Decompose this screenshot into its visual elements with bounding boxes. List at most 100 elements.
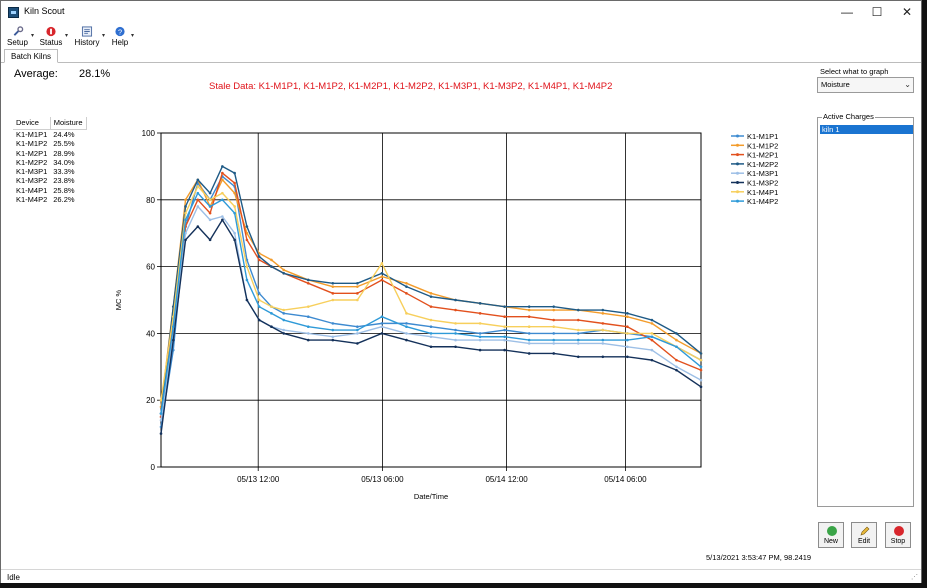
setup-button[interactable]: Setup xyxy=(5,25,30,47)
legend-label: K1-M1P2 xyxy=(747,141,778,150)
series-line-k1-m2p2 xyxy=(160,165,702,414)
data-point xyxy=(527,338,531,342)
data-point xyxy=(356,298,359,302)
data-point xyxy=(380,261,384,265)
data-point xyxy=(221,165,224,168)
data-point xyxy=(171,325,175,329)
batch-kilns-panel: Average: 28.1% Stale Data: K1-M1P1, K1-M… xyxy=(1,63,921,569)
table-row[interactable]: K1-M1P1 24.4% xyxy=(13,130,86,140)
moisture-cell: 25.8% xyxy=(53,185,75,195)
data-point xyxy=(221,178,224,182)
tab-batch-kilns[interactable]: Batch Kilns xyxy=(4,49,59,63)
data-point xyxy=(650,332,654,335)
device-cell: K1-M1P2 xyxy=(16,139,48,149)
status-button[interactable]: Status xyxy=(38,25,64,47)
device-column-header[interactable]: Device xyxy=(13,117,51,130)
data-point xyxy=(454,338,457,342)
data-point xyxy=(306,325,310,329)
data-point xyxy=(601,322,605,325)
data-point xyxy=(331,322,335,325)
table-row[interactable]: K1-M2P1 28.9% xyxy=(13,149,86,158)
data-point xyxy=(552,305,556,308)
data-point xyxy=(675,365,678,369)
data-point xyxy=(552,352,556,355)
resize-grip-icon[interactable]: ⋰ xyxy=(911,574,918,581)
new-button-label: New xyxy=(823,538,838,545)
data-point xyxy=(184,205,187,208)
history-dropdown-arrow[interactable]: ▾ xyxy=(102,33,106,39)
setup-dropdown-arrow[interactable]: ▾ xyxy=(31,33,35,39)
series-line-k1-m1p1 xyxy=(160,175,702,428)
data-point xyxy=(196,178,200,182)
help-dropdown-arrow[interactable]: ▾ xyxy=(131,33,135,39)
x-tick-label: 05/14 12:00 xyxy=(485,475,528,484)
graph-select-label: Select what to graph xyxy=(820,67,889,76)
status-dropdown-arrow[interactable]: ▾ xyxy=(65,33,69,39)
data-point xyxy=(454,308,457,312)
data-point xyxy=(650,338,654,342)
data-point xyxy=(527,305,531,308)
edit-button[interactable]: Edit xyxy=(851,522,877,548)
data-point xyxy=(650,335,654,339)
data-point xyxy=(478,312,482,315)
history-button[interactable]: History xyxy=(72,25,102,47)
svg-text:?: ? xyxy=(118,27,122,36)
data-point xyxy=(306,338,310,342)
active-charges-list[interactable]: kiln 1 xyxy=(817,117,914,507)
data-point xyxy=(233,231,236,235)
table-row[interactable]: K1-M4P1 25.8% xyxy=(13,186,86,195)
table-row[interactable]: K1-M2P2 34.0% xyxy=(13,158,86,167)
data-point xyxy=(159,432,163,435)
table-row[interactable]: K1-M3P2 23.8% xyxy=(13,176,86,185)
plus-icon xyxy=(827,526,837,536)
data-point xyxy=(208,238,212,242)
data-point xyxy=(282,271,286,275)
legend-marker xyxy=(736,199,739,203)
data-point xyxy=(282,308,286,312)
stop-button-label: Stop xyxy=(890,538,906,545)
data-point xyxy=(478,348,482,352)
moisture-column-header[interactable]: Moisture xyxy=(50,117,87,130)
help-button[interactable]: ? Help xyxy=(109,25,131,47)
graph-type-select[interactable]: Moisture ⌄ xyxy=(817,77,914,93)
data-point xyxy=(245,225,249,228)
close-button[interactable]: ✕ xyxy=(901,5,913,19)
data-point xyxy=(245,265,249,268)
stop-button[interactable]: Stop xyxy=(885,522,911,548)
data-point xyxy=(221,191,224,195)
moisture-cell: 24.4% xyxy=(53,130,75,139)
table-row[interactable]: K1-M4P2 26.2% xyxy=(13,195,86,204)
active-charges-label: Active Charges xyxy=(822,112,875,121)
data-point xyxy=(454,322,457,325)
data-point xyxy=(331,282,335,285)
legend-marker xyxy=(736,134,739,138)
data-point xyxy=(650,348,654,352)
minimize-button[interactable]: — xyxy=(841,5,853,19)
stop-icon xyxy=(894,526,904,536)
toolbar: Setup ▾ Status ▾ History ▾ ? Help ▾ xyxy=(1,23,921,49)
pencil-icon xyxy=(860,526,870,536)
data-point xyxy=(601,355,605,359)
table-row[interactable]: K1-M3P1 33.3% xyxy=(13,167,86,176)
data-point xyxy=(306,305,310,308)
data-point xyxy=(270,265,273,268)
legend-marker xyxy=(736,171,739,175)
data-point xyxy=(576,338,580,342)
data-point xyxy=(429,325,433,329)
list-item[interactable]: kiln 1 xyxy=(820,125,913,134)
new-button[interactable]: New xyxy=(818,522,844,548)
data-point xyxy=(196,205,200,208)
moisture-cell: 33.3% xyxy=(53,167,75,177)
data-point xyxy=(356,282,359,285)
table-row[interactable]: K1-M1P2 25.5% xyxy=(13,139,86,148)
data-point xyxy=(626,345,629,349)
status-label: Status xyxy=(39,38,63,47)
data-point xyxy=(552,342,556,345)
data-point xyxy=(171,338,175,342)
edit-button-label: Edit xyxy=(857,538,871,545)
data-point xyxy=(552,325,556,329)
data-point xyxy=(478,338,482,342)
data-point xyxy=(257,258,261,262)
maximize-button[interactable]: ☐ xyxy=(871,5,883,19)
